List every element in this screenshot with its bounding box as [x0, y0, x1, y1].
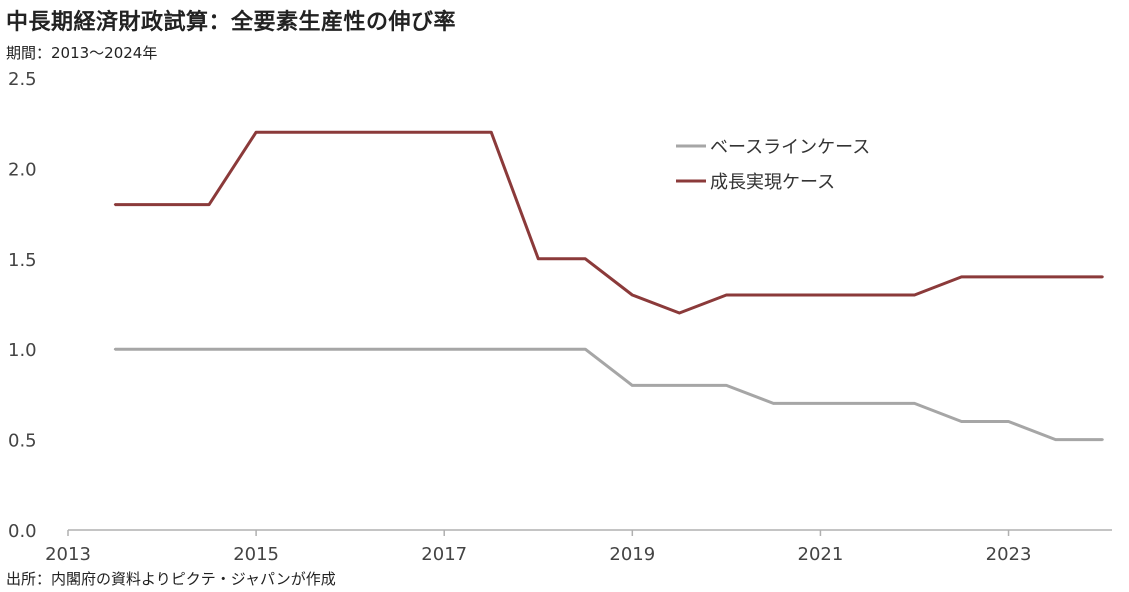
y-tick-label: 2.5	[8, 69, 37, 90]
data-point	[584, 348, 587, 351]
data-point	[772, 402, 775, 405]
data-point	[678, 311, 681, 315]
data-point	[584, 257, 587, 260]
y-tick-label: 0.5	[8, 431, 37, 452]
data-point	[1007, 420, 1010, 423]
series-layer	[113, 130, 1104, 442]
data-point	[113, 348, 117, 351]
y-tick-label: 1.5	[8, 250, 37, 271]
data-point	[254, 131, 258, 134]
data-point	[913, 293, 916, 297]
data-point	[725, 384, 728, 387]
chart-title: 中長期経済財政試算：全要素生産性の伸び率	[6, 10, 457, 35]
x-tick-label: 2019	[609, 544, 655, 565]
chart-axes: 2013 2015 2017 2019 2021 2023 0.0 0.5 1.0 1.5 2.0 2…	[8, 69, 1112, 565]
data-point	[631, 384, 634, 387]
y-tick-label: 1.0	[8, 340, 37, 361]
data-point	[113, 203, 117, 206]
data-point	[631, 293, 634, 297]
x-tick-label: 2017	[421, 544, 467, 565]
data-point	[207, 203, 211, 206]
legend-label: 成長実現ケース	[710, 172, 835, 193]
x-tick-label: 2021	[798, 544, 844, 565]
series-line-0	[115, 347, 1103, 442]
series-line-1	[115, 130, 1103, 315]
chart-subtitle: 期間：2013～2024年	[6, 44, 158, 62]
data-point	[1101, 438, 1104, 441]
source-note: 出所：内閣府の資料よりピクテ・ジャパンが作成	[6, 570, 336, 588]
data-point	[725, 293, 728, 297]
data-point	[960, 275, 963, 279]
y-tick-label: 0.0	[8, 521, 37, 542]
data-point	[960, 420, 963, 423]
data-point	[1054, 438, 1057, 441]
data-point	[490, 131, 493, 134]
legend-label: ベースラインケース	[710, 137, 870, 158]
data-point	[1101, 275, 1104, 279]
x-tick-label: 2023	[986, 544, 1032, 565]
data-point	[537, 257, 540, 260]
data-point	[913, 402, 916, 405]
x-tick-label: 2015	[233, 544, 279, 565]
y-tick-label: 2.0	[8, 159, 37, 180]
x-tick-label: 2013	[45, 544, 91, 565]
